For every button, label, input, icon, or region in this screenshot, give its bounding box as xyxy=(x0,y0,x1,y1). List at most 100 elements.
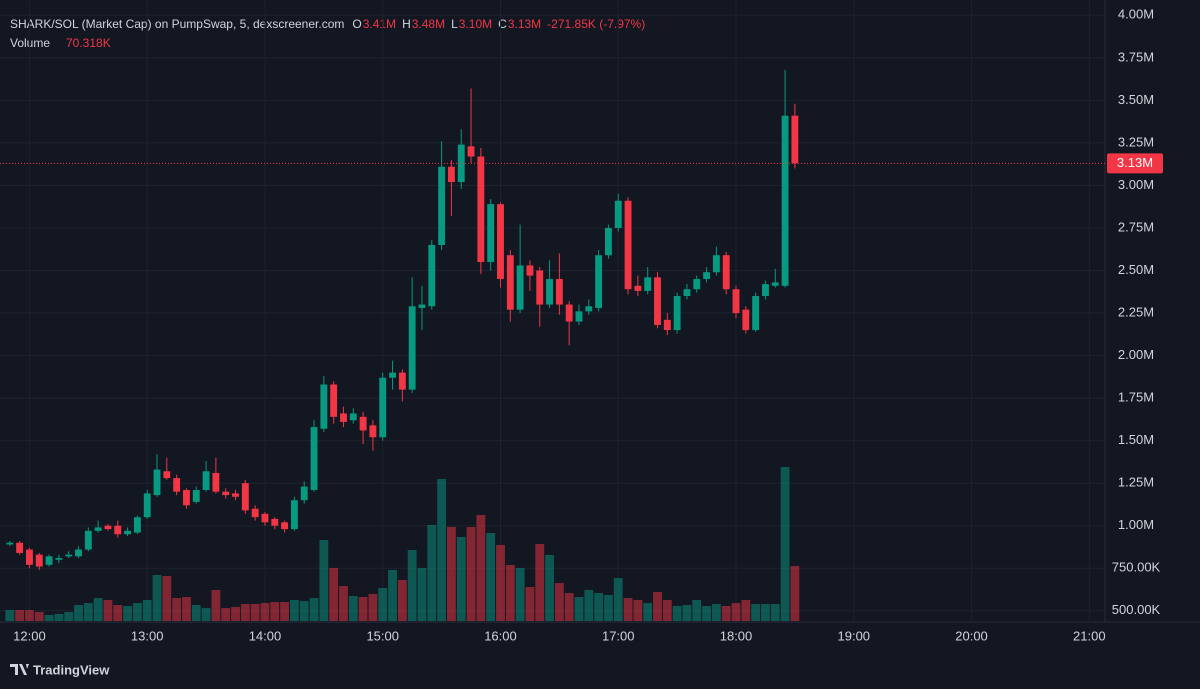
ohlc-key: L xyxy=(451,17,458,31)
candle-body xyxy=(16,542,24,553)
candle-body xyxy=(742,309,750,331)
candle-body xyxy=(624,200,632,290)
candle-body xyxy=(634,285,642,291)
header: SHARK/SOL (Market Cap) on PumpSwap, 5, d… xyxy=(10,17,645,50)
axis: 4.00M 3.75M 3.50M 3.25M 3.00M 2.75M 2.50M 2.25M… xyxy=(13,7,1160,644)
volume-bar xyxy=(692,599,702,621)
volume-bar xyxy=(662,599,672,621)
volume-bar xyxy=(702,605,711,621)
ohlc-key: O xyxy=(352,17,361,31)
y-tick-label: 3.75M xyxy=(1118,49,1154,64)
x-tick-label: 18:00 xyxy=(720,628,753,643)
candle-body xyxy=(379,377,387,438)
candle-body xyxy=(45,556,53,565)
candle-body xyxy=(771,282,779,286)
volume-bar xyxy=(103,599,113,621)
y-tick-label: 2.00M xyxy=(1118,347,1154,362)
volume-bar xyxy=(554,583,564,621)
ohlc-key: H xyxy=(402,17,411,31)
candle-body xyxy=(192,489,200,502)
volume-bar xyxy=(672,605,682,621)
volume-bar xyxy=(584,589,594,621)
candle-body xyxy=(340,413,347,422)
volume-bar xyxy=(319,539,329,621)
candle-body xyxy=(447,166,455,183)
volume-bar xyxy=(5,609,15,621)
candle-body xyxy=(614,200,622,228)
ohlc: O 3.41M H 3.48M L 3.10M C 3.13M -271.85K (-7.97%… xyxy=(352,17,645,31)
y-tick-label: 750.00K xyxy=(1112,560,1161,575)
volume-bar xyxy=(447,527,456,621)
candle-body xyxy=(163,471,171,479)
candle-body xyxy=(497,204,504,280)
volume-bar xyxy=(427,524,437,621)
volume-bar xyxy=(123,605,132,621)
x-tick-label: 13:00 xyxy=(131,628,164,643)
candle-body xyxy=(300,486,308,501)
candle-body xyxy=(477,156,485,263)
candle-body xyxy=(320,384,328,429)
candle-body xyxy=(732,289,740,314)
candle-body xyxy=(6,542,14,545)
volume-bar xyxy=(466,527,476,621)
brand-name: TradingView xyxy=(33,662,110,677)
candle-body xyxy=(124,530,132,535)
y-tick-label: 1.50M xyxy=(1118,432,1154,447)
volume-bar xyxy=(437,478,447,621)
ohlc-key: C xyxy=(498,17,507,31)
volume-bar xyxy=(162,575,172,621)
candle-body xyxy=(251,508,259,518)
volume-bar xyxy=(378,588,388,621)
volume-bar xyxy=(74,604,83,621)
candle-body xyxy=(55,558,63,560)
volume-bar xyxy=(780,467,790,621)
symbol: SHARK/SOL (Market Cap) on PumpSwap, 5, d… xyxy=(10,17,344,31)
volume-bar xyxy=(623,598,633,621)
volume-bar xyxy=(564,593,574,621)
volume-bar xyxy=(731,603,741,621)
volume-bar xyxy=(260,603,270,621)
y-tick-label: 1.25M xyxy=(1118,475,1154,490)
volume-bar xyxy=(15,609,25,621)
y-tick-label: 500.00K xyxy=(1112,602,1161,617)
volume-bar xyxy=(113,604,123,621)
volume-bar xyxy=(368,593,378,621)
candle-body xyxy=(281,522,289,530)
volume-bar xyxy=(761,603,770,621)
volume-bar xyxy=(535,543,545,621)
volume-bar xyxy=(289,599,299,621)
volume-bar xyxy=(348,595,358,621)
volume-bar xyxy=(790,566,800,621)
volume-bar xyxy=(83,603,93,621)
volume-bar xyxy=(515,568,525,621)
candle-body xyxy=(438,166,446,245)
candle-body xyxy=(173,478,181,492)
candle-body xyxy=(781,115,789,286)
candle-body xyxy=(703,272,711,280)
y-tick-label: 4.00M xyxy=(1118,7,1154,22)
volume-bar xyxy=(613,578,623,621)
ohlc-value: 3.41M xyxy=(363,17,396,31)
candle-body xyxy=(94,527,102,531)
volume-bar xyxy=(299,600,309,621)
volume-bar xyxy=(240,603,250,621)
candle-body xyxy=(183,489,190,506)
volume-bar xyxy=(476,514,486,621)
candle-body xyxy=(389,372,396,378)
volume-bar xyxy=(721,605,731,621)
candle-body xyxy=(143,493,151,518)
volume-value: 70.318K xyxy=(66,36,111,50)
candle-body xyxy=(104,525,112,530)
volume-bar xyxy=(280,602,290,621)
volume-bar xyxy=(132,603,142,621)
candle-body xyxy=(693,279,701,290)
candle-body xyxy=(310,427,318,490)
x-tick-label: 15:00 xyxy=(366,628,399,643)
candle-body xyxy=(546,279,553,305)
volume-bar xyxy=(182,597,191,621)
volume-bar xyxy=(711,603,721,621)
volume-bar xyxy=(633,599,643,621)
x-tick-label: 16:00 xyxy=(484,628,517,643)
volume-bar xyxy=(417,568,427,621)
